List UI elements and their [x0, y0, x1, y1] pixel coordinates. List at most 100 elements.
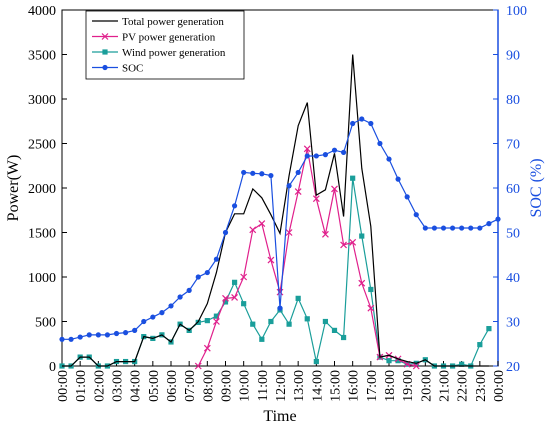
data-point [303, 145, 311, 153]
data-point [350, 120, 356, 127]
right-tick-label: 80 [506, 93, 520, 108]
data-point [331, 327, 338, 333]
left-tick-label: 3500 [28, 49, 56, 64]
x-tick-label: 06:00 [165, 370, 180, 402]
data-point [259, 336, 265, 342]
x-tick-label: 05:00 [147, 370, 162, 402]
legend-marker [102, 49, 108, 55]
data-point [459, 225, 465, 231]
right-tick-label: 40 [506, 271, 520, 286]
x-tick-label: 14:00 [310, 370, 325, 402]
data-point [395, 176, 401, 182]
x-tick-label: 03:00 [111, 370, 126, 402]
x-tick-label: 00:00 [56, 370, 71, 402]
x-tick-label: 08:00 [201, 370, 216, 402]
data-point [241, 301, 247, 307]
x-tick-label: 11:00 [256, 370, 271, 401]
data-point [477, 342, 483, 348]
data-point [322, 318, 329, 325]
left-tick-label: 0 [49, 360, 56, 375]
data-point [368, 120, 374, 127]
data-point [231, 203, 238, 209]
data-point [240, 273, 248, 281]
series-line [62, 54, 489, 367]
data-point [222, 299, 229, 305]
legend-marker [102, 64, 108, 71]
x-axis-title: Time [263, 408, 296, 425]
left-axis-title: Power(W) [5, 155, 22, 222]
x-tick-label: 21:00 [438, 370, 453, 402]
data-point [222, 229, 229, 236]
data-point [150, 314, 156, 320]
data-point [195, 274, 201, 280]
right-axis-ticks: 20 30 40 50 60 70 80 90 100 [493, 4, 527, 375]
data-point [340, 149, 347, 155]
data-point [449, 225, 456, 231]
right-tick-label: 90 [506, 49, 520, 64]
legend-item: Total power generation [92, 16, 224, 28]
data-point [213, 256, 220, 262]
right-tick-label: 30 [506, 316, 520, 331]
data-point [86, 332, 92, 338]
right-tick-label: 100 [506, 4, 527, 19]
left-tick-label: 1500 [28, 227, 56, 242]
data-point [159, 310, 165, 316]
data-point [350, 175, 356, 181]
x-tick-label: 02:00 [92, 370, 107, 402]
data-point [331, 147, 338, 153]
data-point [122, 330, 129, 336]
data-point [68, 336, 74, 342]
left-tick-label: 3000 [28, 93, 56, 108]
data-point [222, 294, 229, 302]
data-point [477, 225, 483, 231]
data-point [250, 321, 256, 327]
data-point [359, 116, 365, 122]
data-point [194, 362, 202, 370]
data-point [132, 327, 138, 333]
x-tick-label: 10:00 [238, 370, 253, 402]
data-point [404, 194, 410, 200]
data-point [195, 319, 201, 325]
series-pv-power-generation [194, 145, 420, 370]
series-line [197, 148, 417, 367]
data-point [440, 225, 447, 231]
x-tick-label: 13:00 [292, 370, 307, 402]
data-point [168, 303, 174, 309]
data-point [77, 334, 83, 340]
data-point [313, 153, 319, 159]
legend-item: Wind power generation [92, 47, 226, 59]
data-point [386, 358, 392, 364]
data-point [231, 294, 239, 301]
data-point [395, 358, 401, 364]
data-point [267, 256, 275, 264]
data-point [322, 152, 329, 158]
x-tick-label: 01:00 [74, 370, 89, 402]
data-point [203, 344, 211, 352]
series-layer [59, 54, 501, 370]
data-point [386, 156, 392, 162]
x-tick-label: 20:00 [419, 370, 434, 402]
x-tick-label: 22:00 [456, 370, 471, 402]
right-tick-label: 20 [506, 360, 520, 375]
data-point [340, 334, 347, 341]
right-tick-label: 60 [506, 182, 520, 197]
data-point [204, 318, 210, 324]
data-point [367, 304, 375, 312]
data-point [312, 195, 320, 203]
legend-item: SOC [92, 63, 143, 75]
data-point [294, 188, 302, 195]
data-point [250, 170, 256, 176]
data-point [459, 361, 465, 367]
data-point [431, 225, 438, 231]
right-tick-label: 70 [506, 138, 520, 153]
data-point [286, 183, 292, 189]
data-point [331, 185, 338, 193]
left-axis-ticks: 0 500 1000 1500 2000 2500 3000 3500 4000 [28, 4, 67, 375]
data-point [285, 229, 293, 236]
data-point [340, 241, 348, 249]
data-point [368, 286, 374, 293]
legend: Total power generation PV power generatio… [85, 10, 245, 80]
x-tick-label: 18:00 [383, 370, 398, 402]
x-axis-ticks: 00:00 01:00 02:00 03:00 04:00 05:00 06:00 07:00… [56, 361, 507, 402]
